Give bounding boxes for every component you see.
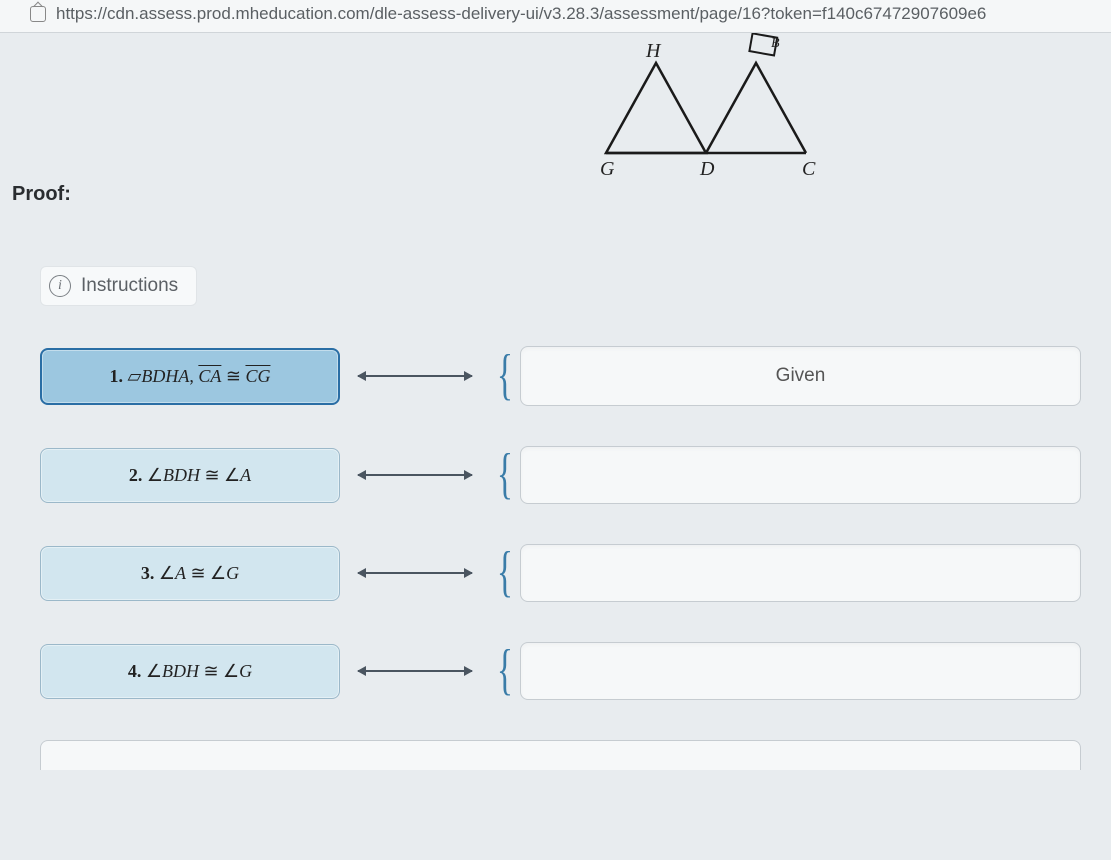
statement-box-3[interactable]: 3. ∠A ≅ ∠G: [40, 546, 340, 601]
brace-icon: {: [496, 458, 514, 492]
site-settings-icon[interactable]: [30, 6, 46, 22]
instructions-button[interactable]: i Instructions: [40, 266, 197, 306]
reason-box-4[interactable]: [520, 642, 1081, 700]
url-bar: https://cdn.assess.prod.mheducation.com/…: [0, 0, 1111, 33]
proof-row: 1. ▱BDHA, CA ≅ CG {Given: [40, 346, 1081, 406]
connector-arrow: [358, 375, 472, 377]
vertex-h-label: H: [645, 40, 662, 62]
brace-icon: {: [496, 556, 514, 590]
extra-reason-box[interactable]: [40, 740, 1081, 770]
connector-arrow: [358, 572, 472, 574]
proof-row: 4. ∠BDH ≅ ∠G {: [40, 642, 1081, 700]
reason-box-2[interactable]: [520, 446, 1081, 504]
proof-row: 3. ∠A ≅ ∠G {: [40, 544, 1081, 602]
statement-box-2[interactable]: 2. ∠BDH ≅ ∠A: [40, 448, 340, 503]
connector-arrow: [358, 474, 472, 476]
reason-box-1[interactable]: Given: [520, 346, 1081, 406]
reason-box-3[interactable]: [520, 544, 1081, 602]
brace-icon: {: [496, 359, 514, 393]
statement-box-4[interactable]: 4. ∠BDH ≅ ∠G: [40, 644, 340, 699]
connector-arrow: [358, 670, 472, 672]
triangle-diagram: H B G D C: [0, 33, 1111, 193]
proof-heading: Proof:: [0, 183, 1111, 206]
vertex-d-label: D: [699, 158, 715, 180]
statement-box-1[interactable]: 1. ▱BDHA, CA ≅ CG: [40, 348, 340, 405]
proof-rows-container: 1. ▱BDHA, CA ≅ CG{Given2. ∠BDH ≅ ∠A{3. ∠…: [0, 336, 1111, 700]
brace-icon: {: [496, 654, 514, 688]
info-icon: i: [49, 275, 71, 297]
vertex-c-label: C: [802, 158, 816, 180]
instructions-label: Instructions: [81, 275, 178, 297]
url-text: https://cdn.assess.prod.mheducation.com/…: [56, 4, 986, 24]
vertex-g-label: G: [600, 158, 615, 180]
vertex-b-label: B: [771, 36, 780, 51]
proof-row: 2. ∠BDH ≅ ∠A {: [40, 446, 1081, 504]
